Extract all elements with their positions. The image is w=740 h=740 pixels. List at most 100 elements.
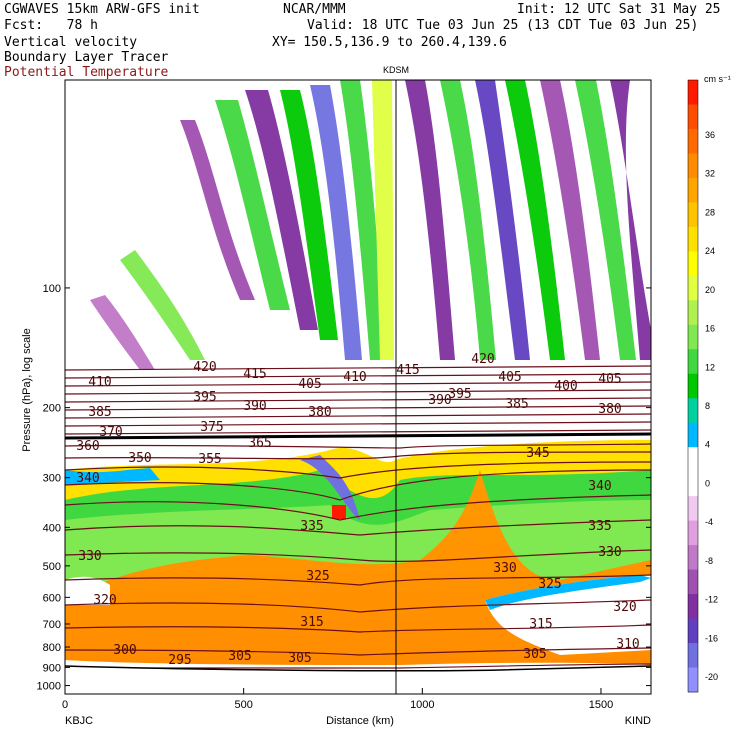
contour-label: 405 <box>598 372 621 387</box>
contour-label: 335 <box>300 519 323 534</box>
colorbar-swatch <box>688 447 698 473</box>
kdsm-label: KDSM <box>383 65 409 75</box>
lower-fields <box>65 440 651 694</box>
contour-label: 415 <box>243 367 266 382</box>
y-tick-label: 300 <box>43 473 61 485</box>
colorbar-swatch <box>688 251 698 277</box>
colorbar-swatch <box>688 202 698 228</box>
colorbar-swatch <box>688 177 698 203</box>
colorbar-swatch <box>688 594 698 620</box>
contour-label: 375 <box>200 420 223 435</box>
colorbar-swatch <box>688 128 698 154</box>
colorbar-swatch <box>688 496 698 522</box>
colorbar-label: -4 <box>705 517 713 527</box>
contour-label: 395 <box>448 387 471 402</box>
colorbar-label: -12 <box>705 595 718 605</box>
left-endpoint-label: KBJC <box>65 715 93 727</box>
colorbar-labels: 36 32 28 24 20 16 12 8 4 0 -4 -8 -12 -16 -20 <box>705 130 718 682</box>
center-label: NCAR/MMM <box>283 2 346 17</box>
contour-label: 380 <box>598 402 621 417</box>
colorbar-swatch <box>688 618 698 644</box>
x-tick-label: 1500 <box>589 699 613 711</box>
contour-label: 400 <box>554 379 577 394</box>
colorbar-swatch <box>688 545 698 571</box>
y-tick-label: 700 <box>43 619 61 631</box>
y-tick-label: 100 <box>43 283 61 295</box>
contour-label: 320 <box>613 600 636 615</box>
x-tick-label: 0 <box>62 699 68 711</box>
contour-label: 390 <box>428 393 451 408</box>
contour-label: 330 <box>598 545 621 560</box>
colorbar-swatch <box>688 398 698 424</box>
colorbar-swatch <box>688 275 698 301</box>
contour-label: 385 <box>505 397 528 412</box>
contour-label: 410 <box>343 370 366 385</box>
colorbar-swatch <box>688 373 698 399</box>
colorbar-swatch <box>688 667 698 693</box>
colorbar-label: 12 <box>705 362 715 372</box>
field-potential-temperature: Potential Temperature <box>4 65 169 80</box>
contour-label: 310 <box>616 637 639 652</box>
y-tick-label: 600 <box>43 592 61 604</box>
colorbar-swatch <box>688 569 698 595</box>
colorbar-swatch <box>688 80 698 105</box>
contour-label: 395 <box>193 390 216 405</box>
contour-label: 340 <box>76 471 99 486</box>
colorbar-label: -8 <box>705 556 713 566</box>
field-vertical-velocity: Vertical velocity <box>4 35 138 50</box>
colorbar-label: -16 <box>705 633 718 643</box>
colorbar-swatch <box>688 324 698 350</box>
colorbar-swatch <box>688 471 698 497</box>
colorbar-label: 8 <box>705 401 710 411</box>
contour-label: 305 <box>228 649 251 664</box>
terrain-mask <box>65 666 651 694</box>
init-time: Init: 12 UTC Sat 31 May 25 <box>517 2 721 17</box>
contour-label: 330 <box>493 561 516 576</box>
x-tick-label: 500 <box>234 699 252 711</box>
right-endpoint-label: KIND <box>625 715 651 727</box>
contour-label: 370 <box>99 425 122 440</box>
y-ticks: 100 200 300 400 500 600 700 800 900 1000 <box>37 283 651 693</box>
contour-label: 390 <box>243 399 266 414</box>
colorbar-label: 36 <box>705 130 715 140</box>
colorbar <box>687 79 699 693</box>
contour-label: 325 <box>306 569 329 584</box>
colorbar-label: 20 <box>705 285 715 295</box>
colorbar-swatch <box>688 422 698 448</box>
field-boundary-layer-tracer: Boundary Layer Tracer <box>4 50 169 65</box>
colorbar-label: 0 <box>705 478 710 488</box>
contour-label: 350 <box>128 451 151 466</box>
colorbar-label: 32 <box>705 169 715 179</box>
colorbar-swatch <box>688 643 698 669</box>
valid-time: Valid: 18 UTC Tue 03 Jun 25 (13 CDT Tue … <box>307 18 699 33</box>
contour-label: 415 <box>396 363 419 378</box>
colorbar-swatch <box>688 104 698 130</box>
colorbar-frame <box>687 79 699 693</box>
plot-frame <box>64 79 652 695</box>
contour-label: 420 <box>471 352 494 367</box>
colorbar-swatch <box>688 349 698 375</box>
upper-wave-bands <box>90 80 651 370</box>
y-tick-label: 1000 <box>37 681 61 693</box>
contour-label: 355 <box>198 452 221 467</box>
xy-label: XY= 150.5,136.9 to 260.4,139.6 <box>272 35 507 50</box>
contour-label: 315 <box>529 617 552 632</box>
tropopause-line <box>65 432 651 440</box>
forecast-hour: Fcst: 78 h <box>4 18 98 33</box>
colorbar-label: 28 <box>705 207 715 217</box>
y-axis-label: Pressure (hPa), log scale <box>21 328 33 452</box>
x-tick-label: 1000 <box>410 699 434 711</box>
x-ticks: 0 500 1000 1500 <box>62 688 613 711</box>
y-tick-label: 500 <box>43 561 61 573</box>
contour-label: 420 <box>193 360 216 375</box>
y-tick-label: 400 <box>43 522 61 534</box>
contour-label: 295 <box>168 653 191 668</box>
contour-label: 385 <box>88 405 111 420</box>
x-axis-label: Distance (km) <box>326 715 394 727</box>
colorbar-label: 24 <box>705 246 715 256</box>
colorbar-label: -20 <box>705 672 718 682</box>
model-title: CGWAVES 15km ARW-GFS init <box>4 2 200 17</box>
